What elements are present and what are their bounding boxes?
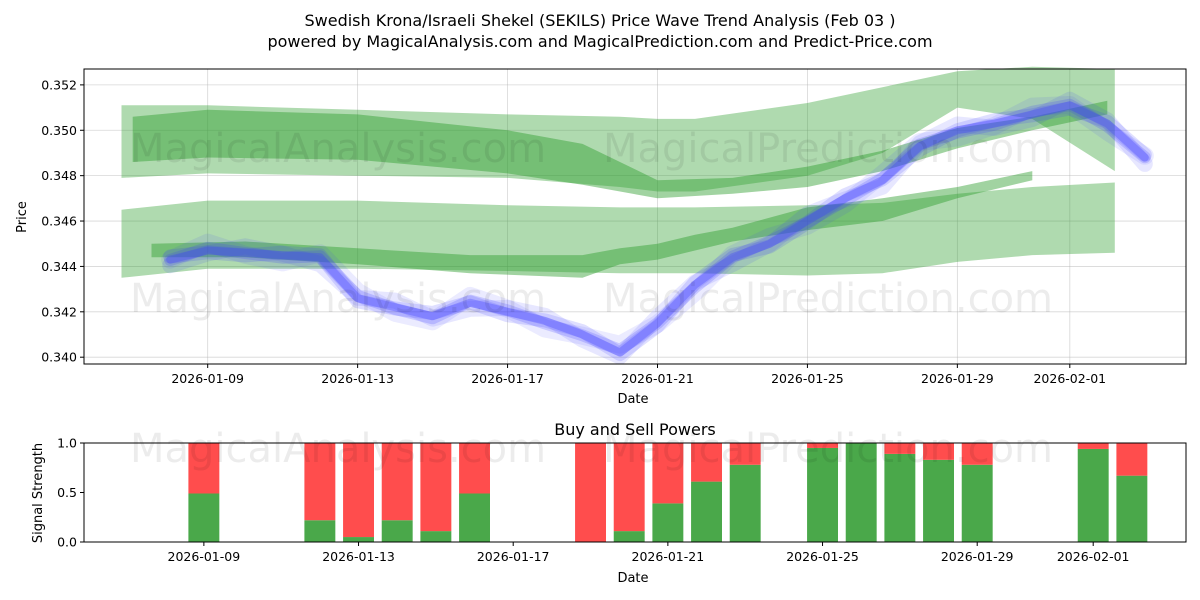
green-band-3 <box>132 100 1108 199</box>
buy-bar <box>459 493 490 542</box>
sell-bar <box>613 443 645 532</box>
price-x-tick-label: 2026-01-13 <box>321 371 394 386</box>
signal-y-tick-label: 0.0 <box>57 535 77 550</box>
price-y-tick-label: 0.342 <box>41 304 77 319</box>
buy-bar <box>884 453 916 542</box>
signal-y-axis-label: Signal Strength <box>31 443 46 543</box>
watermark-bottom-left: MagicalAnalysis.com <box>130 276 546 322</box>
sell-bar <box>420 443 452 532</box>
signal-x-axis-label: Date <box>617 571 648 586</box>
sell-bar <box>188 443 220 494</box>
sell-bar <box>575 443 606 542</box>
buy-bar <box>807 447 838 542</box>
price-y-tick-label: 0.346 <box>41 214 77 229</box>
sell-bar <box>1077 443 1109 449</box>
buy-bar <box>381 520 413 542</box>
buy-bar <box>188 493 220 542</box>
signal-panel: Buy and Sell Powers MagicalAnalysis.com … <box>31 420 1187 586</box>
sell-bar <box>884 443 916 454</box>
buy-bar <box>613 531 645 542</box>
buy-bar <box>923 459 954 542</box>
price-x-tick-label: 2026-01-25 <box>771 371 844 386</box>
price-x-tick-label: 2026-01-29 <box>921 371 994 386</box>
price-panel: MagicalAnalysis.com MagicalPrediction.co… <box>15 66 1187 407</box>
signal-bars <box>188 443 1148 542</box>
sell-bar <box>729 443 761 465</box>
chart-subtitle: powered by MagicalAnalysis.com and Magic… <box>267 32 932 51</box>
buy-bar <box>420 531 452 542</box>
buy-bar <box>961 464 993 542</box>
green-band-1 <box>121 66 1115 192</box>
price-x-axis-ticks: 2026-01-09 2026-01-13 2026-01-17 2026-01-21… <box>171 364 1106 386</box>
watermark-top-left: MagicalAnalysis.com <box>130 126 546 172</box>
price-y-axis-label: Price <box>15 201 30 233</box>
buy-bar <box>652 503 684 542</box>
signal-x-tick-label: 2026-01-09 <box>168 549 241 564</box>
green-wave-bands <box>121 66 1115 278</box>
price-y-tick-label: 0.352 <box>41 77 77 92</box>
buy-bar <box>343 537 374 542</box>
price-y-tick-label: 0.340 <box>41 350 77 365</box>
sell-bar <box>691 443 722 482</box>
sell-bar <box>807 443 838 448</box>
price-wave-line-1 <box>161 96 1154 354</box>
price-x-tick-label: 2026-01-21 <box>621 371 694 386</box>
signal-x-tick-label: 2026-01-25 <box>786 549 859 564</box>
price-y-tick-label: 0.348 <box>41 168 77 183</box>
signal-x-tick-label: 2026-01-29 <box>941 549 1014 564</box>
buy-bar <box>1116 475 1148 542</box>
sell-bar <box>381 443 413 521</box>
green-band-2 <box>121 182 1115 278</box>
price-x-tick-label: 2026-01-09 <box>171 371 244 386</box>
watermark-signal-right: MagicalPrediction.com <box>603 426 1053 472</box>
green-band-4 <box>151 171 1033 278</box>
buy-bar <box>1077 448 1109 542</box>
price-wave-line-4 <box>164 98 1151 356</box>
price-gridlines <box>84 69 1186 364</box>
signal-x-tick-label: 2026-01-17 <box>477 549 550 564</box>
sell-bar <box>1116 443 1148 476</box>
watermark-top-right: MagicalPrediction.com <box>603 126 1053 172</box>
signal-y-tick-label: 1.0 <box>57 436 77 451</box>
price-wave-line-2 <box>162 91 1153 365</box>
price-y-tick-label: 0.350 <box>41 123 77 138</box>
signal-y-tick-label: 0.5 <box>57 485 77 500</box>
price-wave-lines <box>161 91 1154 365</box>
watermark-signal-left: MagicalAnalysis.com <box>130 426 546 472</box>
sell-bar <box>304 443 336 521</box>
price-x-tick-label: 2026-02-01 <box>1033 371 1106 386</box>
price-x-axis-label: Date <box>617 392 648 407</box>
price-x-tick-label: 2026-01-17 <box>471 371 544 386</box>
sell-bar <box>923 443 954 460</box>
buy-bar <box>845 443 877 542</box>
buy-bar <box>691 481 722 542</box>
signal-x-tick-label: 2026-01-13 <box>322 549 395 564</box>
buy-bar <box>729 464 761 542</box>
price-plot-frame <box>83 68 1187 365</box>
price-wave-line-3 <box>163 101 1152 361</box>
signal-y-axis-ticks: 0.0 0.5 1.0 <box>57 436 84 550</box>
buy-bar <box>304 520 336 542</box>
price-y-tick-label: 0.344 <box>41 259 77 274</box>
sell-bar <box>961 443 993 465</box>
signal-x-axis-ticks: 2026-01-09 2026-01-13 2026-01-17 2026-01-21… <box>168 542 1130 564</box>
signal-x-tick-label: 2026-01-21 <box>632 549 705 564</box>
sell-bar <box>459 443 490 494</box>
sell-bar <box>343 443 374 538</box>
watermark-bottom-right: MagicalPrediction.com <box>603 276 1053 322</box>
signal-x-tick-label: 2026-02-01 <box>1057 549 1130 564</box>
price-wave-line-5 <box>166 101 1149 357</box>
chart-title: Swedish Krona/Israeli Shekel (SEKILS) Pr… <box>304 11 895 30</box>
signal-panel-title: Buy and Sell Powers <box>554 420 716 439</box>
sell-bar <box>652 443 684 504</box>
price-y-axis-ticks: 0.340 0.342 0.344 0.346 0.348 0.350 0.352 <box>41 77 84 365</box>
